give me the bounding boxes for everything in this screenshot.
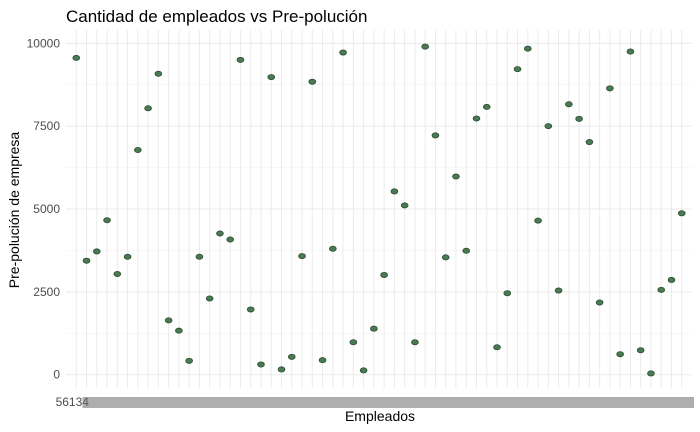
data-point: [554, 287, 563, 294]
data-point: [636, 347, 645, 354]
data-point: [92, 248, 101, 255]
y-tick-label: 2500: [33, 285, 60, 299]
data-point: [216, 230, 224, 237]
data-point: [267, 74, 276, 81]
data-point: [667, 276, 676, 283]
data-point: [390, 188, 399, 195]
data-point: [339, 49, 347, 56]
data-points: [72, 43, 686, 377]
data-point: [647, 370, 655, 377]
data-point: [82, 257, 91, 264]
data-point: [144, 105, 152, 112]
data-point: [524, 45, 532, 52]
data-point: [287, 353, 296, 360]
data-point: [503, 290, 512, 297]
data-point: [595, 299, 604, 306]
x-axis-title: Empleados: [345, 408, 415, 424]
y-axis-ticks: 0 2500 5000 7500 10000: [27, 36, 61, 381]
data-point: [677, 210, 686, 217]
data-point: [421, 43, 429, 50]
y-tick-label: 5000: [33, 202, 60, 216]
x-tick-label: 56134: [56, 395, 90, 409]
data-point: [246, 306, 255, 313]
data-point: [565, 101, 573, 108]
data-point: [534, 217, 542, 224]
y-tick-label: 0: [53, 368, 60, 382]
grid: [66, 30, 692, 388]
data-point: [195, 253, 204, 260]
data-point: [134, 146, 142, 153]
data-point: [154, 70, 163, 77]
data-point: [431, 132, 440, 139]
data-point: [257, 361, 265, 368]
data-point: [359, 367, 368, 374]
data-point: [205, 295, 214, 302]
data-point: [657, 286, 666, 293]
data-point: [472, 115, 481, 122]
y-tick-label: 7500: [33, 119, 60, 133]
data-point: [298, 253, 306, 260]
y-axis-title: Pre-polución de empresa: [6, 132, 22, 289]
data-point: [175, 327, 183, 334]
data-point: [462, 247, 471, 254]
data-point: [441, 254, 450, 261]
data-point: [236, 56, 245, 63]
data-point: [277, 366, 286, 373]
x-tick-label-overlap: [82, 397, 694, 408]
data-point: [452, 173, 460, 180]
data-point: [123, 253, 132, 260]
data-point: [164, 317, 173, 324]
data-point: [626, 48, 635, 55]
data-point: [329, 245, 337, 252]
data-point: [482, 103, 491, 110]
data-point: [585, 139, 594, 146]
chart-title: Cantidad de empleados vs Pre-polución: [66, 7, 367, 26]
data-point: [113, 270, 122, 277]
data-point: [226, 236, 234, 243]
data-point: [370, 325, 378, 332]
data-point: [318, 357, 327, 364]
data-point: [493, 344, 501, 351]
data-point: [72, 54, 81, 61]
data-point: [513, 66, 522, 73]
data-point: [185, 357, 193, 364]
data-point: [400, 202, 409, 209]
data-point: [575, 115, 583, 122]
data-point: [606, 85, 614, 92]
x-axis-ticks: 56134: [56, 395, 694, 409]
data-point: [380, 271, 388, 278]
data-point: [103, 217, 111, 224]
data-point: [544, 123, 553, 130]
data-point: [349, 339, 358, 346]
data-point: [411, 339, 419, 346]
y-tick-label: 10000: [27, 36, 61, 50]
data-point: [308, 78, 317, 85]
data-point: [616, 351, 624, 358]
